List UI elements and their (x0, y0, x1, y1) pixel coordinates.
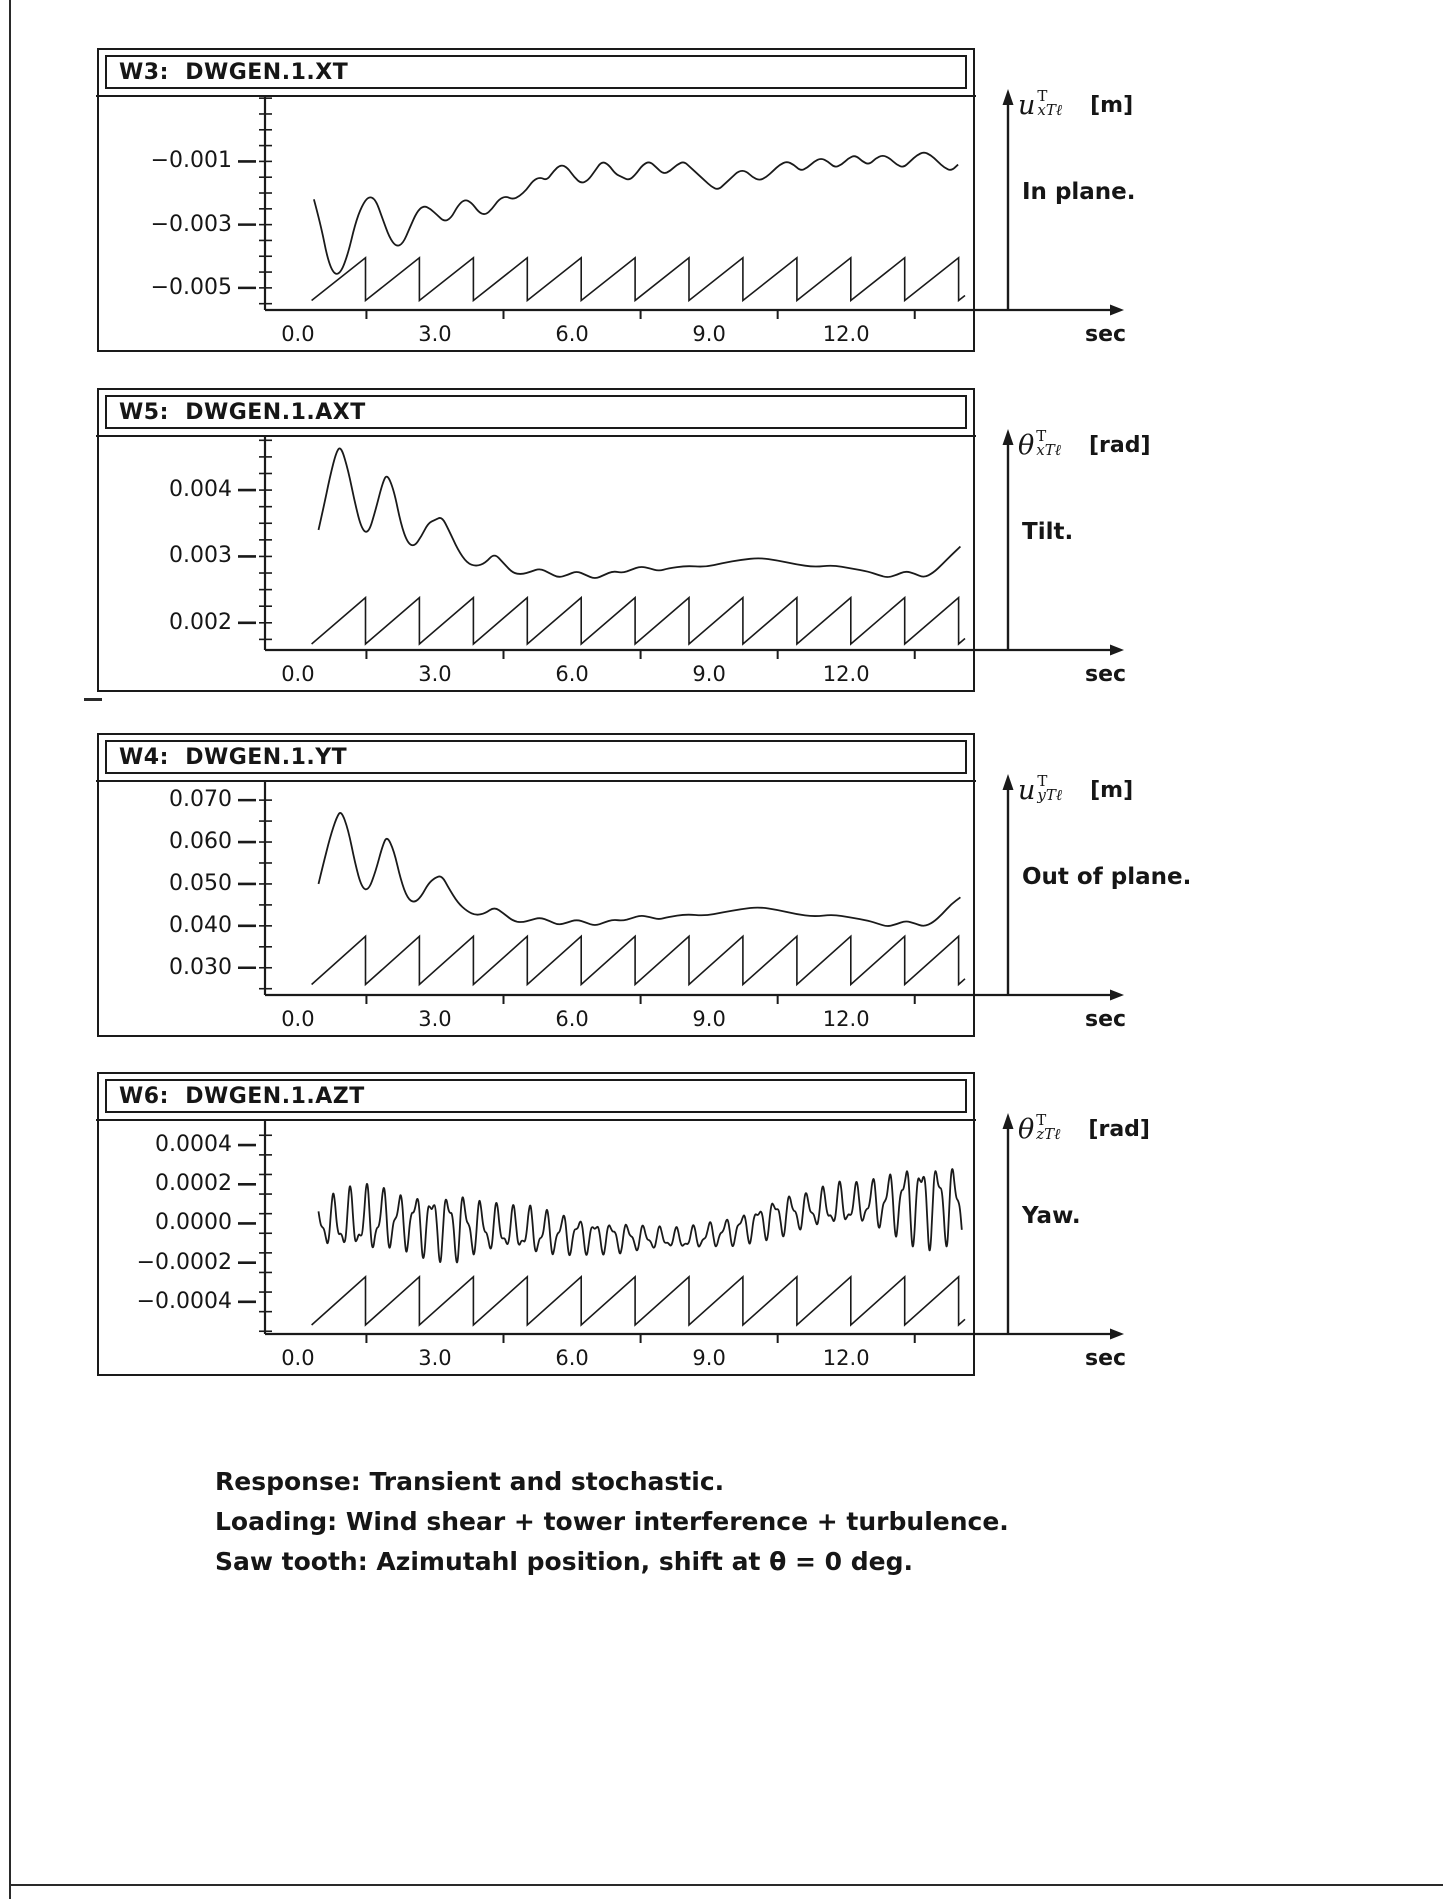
x-axis-unit-label: sec (1085, 322, 1127, 347)
math-superscript: T (1037, 772, 1048, 790)
window-title: W4: DWGEN.1.YT (119, 744, 348, 770)
math-subscript: zTℓ (1036, 1125, 1061, 1143)
page-edge-line (9, 0, 11, 1899)
y-tick-label: −0.0002 (136, 1249, 232, 1275)
x-tick-label: 12.0 (822, 662, 870, 686)
page-edge-tick (84, 698, 102, 701)
axis-units-label: [rad] (1088, 1117, 1150, 1142)
x-tick-label: 0.0 (281, 1007, 315, 1031)
x-tick-label: 6.0 (555, 1007, 589, 1031)
window-titlebar: W3: DWGEN.1.XT (105, 55, 967, 89)
window-titlebar: W6: DWGEN.1.AZT (105, 1079, 967, 1113)
x-tick-label: 9.0 (692, 1346, 726, 1370)
y-tick-label: 0.004 (169, 477, 232, 503)
y-tick-label: 0.0000 (155, 1210, 232, 1236)
math-superscript: T (1037, 87, 1048, 105)
plot-annotation: Tilt. (1022, 519, 1074, 545)
y-tick-label: 0.040 (169, 912, 232, 938)
x-tick-label: 6.0 (555, 662, 589, 686)
window-title: W3: DWGEN.1.XT (119, 59, 349, 85)
window-title: W5: DWGEN.1.AXT (119, 399, 366, 425)
math-base-symbol: θ (1018, 1114, 1035, 1145)
title-separator (96, 95, 976, 97)
chart-panel: W3: DWGEN.1.XT (96, 48, 976, 352)
math-base-symbol: u (1018, 90, 1036, 121)
caption-line: Saw tooth: Azimutahl position, shift at … (215, 1547, 914, 1576)
figure-caption: Response: Transient and stochastic. Load… (215, 1462, 1009, 1582)
y-tick-label: 0.050 (169, 870, 232, 896)
x-tick-label: 9.0 (692, 1007, 726, 1031)
title-separator (96, 780, 976, 782)
x-tick-label: 0.0 (281, 1346, 315, 1370)
y-tick-label: −0.005 (150, 274, 232, 300)
y-tick-label: 0.002 (169, 609, 232, 635)
x-tick-label: 9.0 (692, 662, 726, 686)
plot-annotation: In plane. (1022, 179, 1136, 205)
y-tick-label: 0.030 (169, 954, 232, 980)
y-tick-label: 0.0002 (155, 1171, 232, 1197)
y-tick-label: 0.060 (169, 829, 232, 855)
window-titlebar: W4: DWGEN.1.YT (105, 740, 967, 774)
x-tick-label: 12.0 (822, 1007, 870, 1031)
caption-line: Response: Transient and stochastic. (215, 1467, 725, 1496)
chart-panel: W5: DWGEN.1.AXT (96, 388, 976, 692)
y-tick-label: −0.003 (150, 211, 232, 237)
plot-annotation: Yaw. (1022, 1203, 1081, 1229)
axis-units-label: [m] (1090, 778, 1134, 803)
y-tick-label: 0.0004 (155, 1132, 232, 1158)
math-subscript: xTℓ (1036, 441, 1061, 459)
math-subscript: yTℓ (1037, 786, 1063, 804)
math-superscript: T (1036, 427, 1047, 445)
math-subscript: xTℓ (1037, 101, 1063, 119)
y-tick-label: 0.003 (169, 543, 232, 569)
plot-annotation: Out of plane. (1022, 864, 1192, 890)
x-axis-unit-label: sec (1085, 662, 1127, 687)
x-tick-label: 3.0 (418, 322, 452, 346)
window-titlebar: W5: DWGEN.1.AXT (105, 395, 967, 429)
x-axis-unit-label: sec (1085, 1007, 1127, 1032)
x-tick-label: 0.0 (281, 322, 315, 346)
x-tick-label: 3.0 (418, 1346, 452, 1370)
x-axis-unit-label: sec (1085, 1346, 1127, 1371)
x-tick-label: 9.0 (692, 322, 726, 346)
caption-line: Loading: Wind shear + tower interference… (215, 1507, 1009, 1536)
x-tick-label: 3.0 (418, 662, 452, 686)
math-base-symbol: θ (1018, 430, 1035, 461)
x-tick-label: 12.0 (822, 322, 870, 346)
y-tick-label: −0.0004 (136, 1288, 232, 1314)
math-superscript: T (1036, 1111, 1047, 1129)
y-tick-label: 0.070 (169, 787, 232, 813)
axis-units-label: [m] (1090, 93, 1134, 118)
x-tick-label: 6.0 (555, 1346, 589, 1370)
y-tick-label: −0.001 (150, 148, 232, 174)
axis-units-label: [rad] (1088, 433, 1151, 458)
x-tick-label: 12.0 (822, 1346, 870, 1370)
x-tick-label: 6.0 (555, 322, 589, 346)
window-title: W6: DWGEN.1.AZT (119, 1083, 365, 1109)
page-bottom-line (9, 1884, 1443, 1886)
title-separator (96, 1119, 976, 1121)
x-tick-label: 3.0 (418, 1007, 452, 1031)
math-base-symbol: u (1018, 775, 1036, 806)
title-separator (96, 435, 976, 437)
x-tick-label: 0.0 (281, 662, 315, 686)
